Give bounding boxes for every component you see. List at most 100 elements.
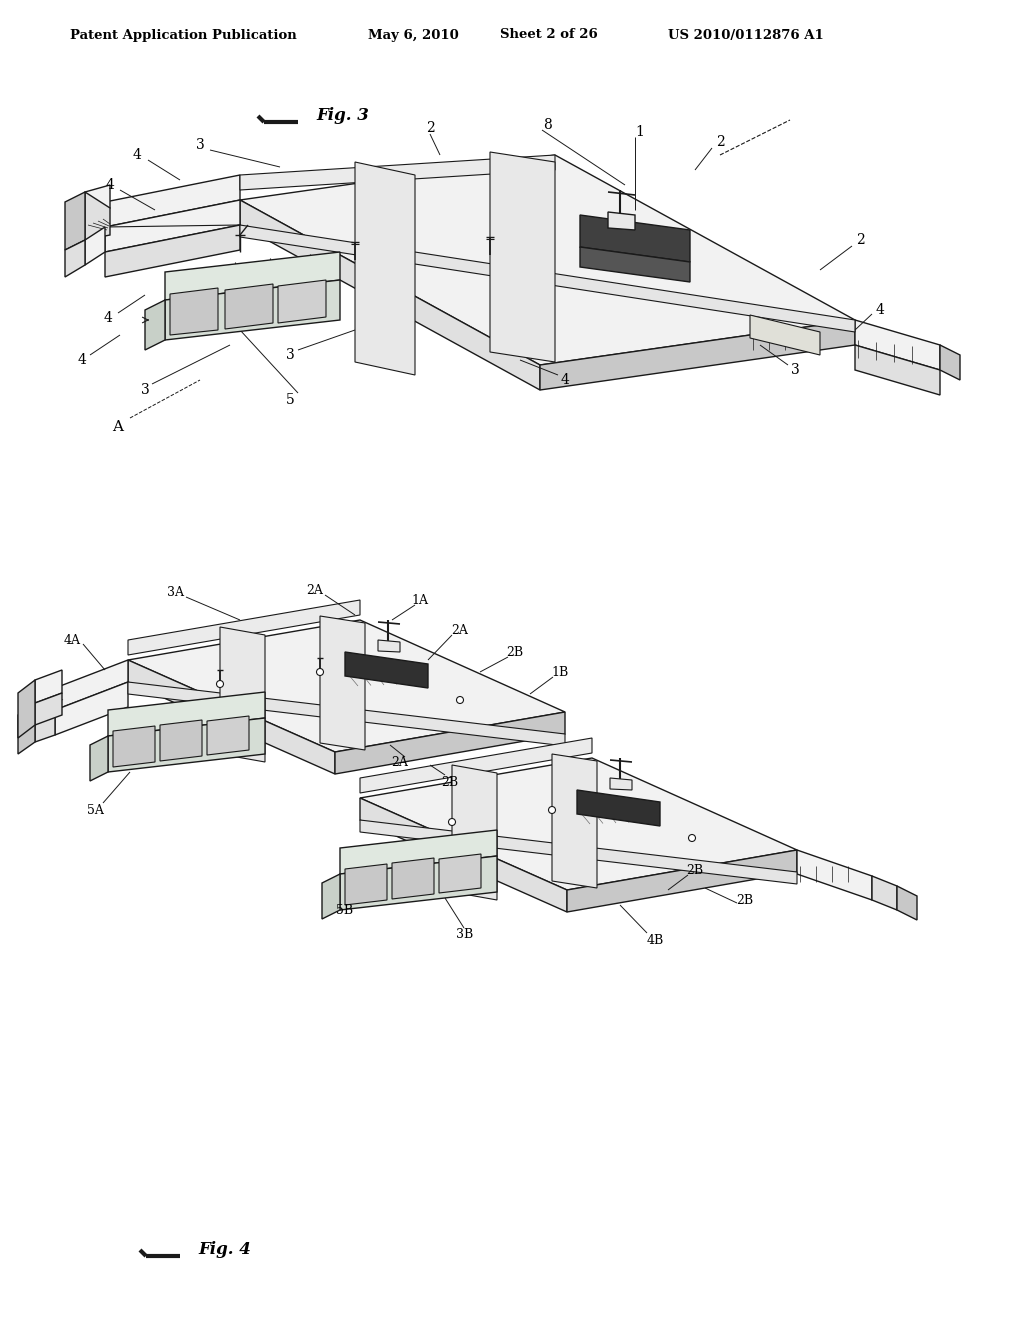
Text: A: A xyxy=(113,420,124,434)
Text: Patent Application Publication: Patent Application Publication xyxy=(70,29,297,41)
Text: 4: 4 xyxy=(132,148,141,162)
Text: 8: 8 xyxy=(544,117,552,132)
Polygon shape xyxy=(360,758,797,890)
Text: 2: 2 xyxy=(426,121,434,135)
Polygon shape xyxy=(360,738,592,793)
Polygon shape xyxy=(940,345,961,380)
Polygon shape xyxy=(855,345,940,395)
Polygon shape xyxy=(552,754,597,888)
Text: May 6, 2010: May 6, 2010 xyxy=(368,29,459,41)
Polygon shape xyxy=(897,886,918,920)
Polygon shape xyxy=(567,850,797,912)
Text: 5: 5 xyxy=(286,393,294,407)
Polygon shape xyxy=(145,300,165,350)
Polygon shape xyxy=(170,288,218,335)
Polygon shape xyxy=(108,692,265,737)
Polygon shape xyxy=(490,152,555,362)
Polygon shape xyxy=(540,319,855,389)
Polygon shape xyxy=(610,777,632,789)
Polygon shape xyxy=(165,280,340,341)
Polygon shape xyxy=(360,799,567,912)
Circle shape xyxy=(549,807,555,813)
Text: 4: 4 xyxy=(560,374,569,387)
Text: US 2010/0112876 A1: US 2010/0112876 A1 xyxy=(668,29,823,41)
Polygon shape xyxy=(55,660,128,710)
Polygon shape xyxy=(355,162,415,375)
Text: 3: 3 xyxy=(286,348,294,362)
Polygon shape xyxy=(128,601,360,655)
Polygon shape xyxy=(240,154,555,190)
Polygon shape xyxy=(90,737,108,781)
Polygon shape xyxy=(240,154,855,366)
Polygon shape xyxy=(165,252,340,300)
Text: 2B: 2B xyxy=(441,776,459,788)
Polygon shape xyxy=(105,176,240,227)
Polygon shape xyxy=(108,718,265,772)
Polygon shape xyxy=(128,660,335,774)
Text: 2: 2 xyxy=(716,135,724,149)
Polygon shape xyxy=(319,616,365,750)
Polygon shape xyxy=(35,693,62,725)
Polygon shape xyxy=(225,284,273,329)
Text: 1B: 1B xyxy=(551,665,568,678)
Polygon shape xyxy=(340,855,497,909)
Text: 1: 1 xyxy=(636,125,644,139)
Polygon shape xyxy=(322,874,340,919)
Polygon shape xyxy=(207,715,249,755)
Text: Fig. 3: Fig. 3 xyxy=(316,107,369,124)
Polygon shape xyxy=(378,640,400,652)
Polygon shape xyxy=(580,215,690,261)
Polygon shape xyxy=(855,319,940,370)
Polygon shape xyxy=(113,726,155,767)
Polygon shape xyxy=(85,227,105,265)
Text: 4A: 4A xyxy=(63,634,81,647)
Circle shape xyxy=(457,697,464,704)
Text: 4: 4 xyxy=(78,352,86,367)
Polygon shape xyxy=(278,280,326,323)
Text: 4: 4 xyxy=(103,312,113,325)
Polygon shape xyxy=(577,789,660,826)
Text: Fig. 4: Fig. 4 xyxy=(198,1241,251,1258)
Text: 2: 2 xyxy=(856,234,864,247)
Polygon shape xyxy=(240,224,855,333)
Text: 2B: 2B xyxy=(507,645,523,659)
Polygon shape xyxy=(580,247,690,282)
Polygon shape xyxy=(439,854,481,894)
Polygon shape xyxy=(55,682,128,735)
Polygon shape xyxy=(18,680,35,738)
Text: 3: 3 xyxy=(140,383,150,397)
Polygon shape xyxy=(105,224,240,277)
Polygon shape xyxy=(85,185,110,215)
Polygon shape xyxy=(220,627,265,762)
Polygon shape xyxy=(452,766,497,900)
Polygon shape xyxy=(65,191,85,249)
Polygon shape xyxy=(335,711,565,774)
Text: 4: 4 xyxy=(876,304,885,317)
Polygon shape xyxy=(105,201,240,252)
Polygon shape xyxy=(128,682,565,746)
Polygon shape xyxy=(750,315,820,355)
Polygon shape xyxy=(345,865,387,906)
Text: 2B: 2B xyxy=(736,894,754,907)
Polygon shape xyxy=(608,213,635,230)
Polygon shape xyxy=(872,876,897,909)
Text: Sheet 2 of 26: Sheet 2 of 26 xyxy=(500,29,598,41)
Text: 4B: 4B xyxy=(646,933,664,946)
Text: 3: 3 xyxy=(791,363,800,378)
Polygon shape xyxy=(240,201,540,389)
Polygon shape xyxy=(392,858,434,899)
Text: 2B: 2B xyxy=(686,863,703,876)
Text: 2A: 2A xyxy=(391,755,409,768)
Text: 4: 4 xyxy=(105,178,115,191)
Text: 3B: 3B xyxy=(457,928,474,941)
Circle shape xyxy=(688,834,695,842)
Polygon shape xyxy=(128,620,565,752)
Text: 5A: 5A xyxy=(87,804,103,817)
Text: 2A: 2A xyxy=(306,583,324,597)
Polygon shape xyxy=(797,850,872,900)
Polygon shape xyxy=(160,719,202,762)
Circle shape xyxy=(216,681,223,688)
Polygon shape xyxy=(18,704,35,754)
Polygon shape xyxy=(65,240,85,277)
Text: 2A: 2A xyxy=(452,623,468,636)
